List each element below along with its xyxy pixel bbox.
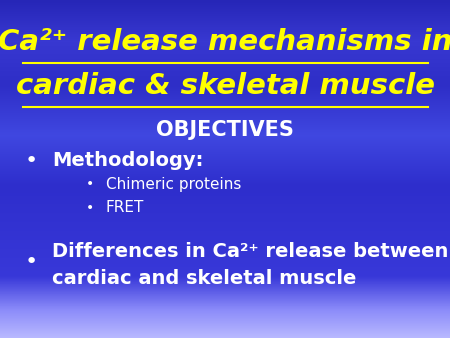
Text: •: •: [86, 177, 94, 191]
Text: cardiac and skeletal muscle: cardiac and skeletal muscle: [52, 269, 356, 288]
Text: cardiac & skeletal muscle: cardiac & skeletal muscle: [15, 72, 435, 100]
Text: OBJECTIVES: OBJECTIVES: [156, 120, 294, 140]
Text: FRET: FRET: [106, 200, 144, 215]
Text: •: •: [86, 201, 94, 215]
Text: Ca²⁺ release mechanisms in: Ca²⁺ release mechanisms in: [0, 28, 450, 56]
Text: •: •: [25, 150, 38, 171]
Text: Methodology:: Methodology:: [52, 151, 203, 170]
Text: Differences in Ca²⁺ release between: Differences in Ca²⁺ release between: [52, 242, 448, 261]
Text: Chimeric proteins: Chimeric proteins: [106, 177, 241, 192]
Text: •: •: [25, 252, 38, 272]
